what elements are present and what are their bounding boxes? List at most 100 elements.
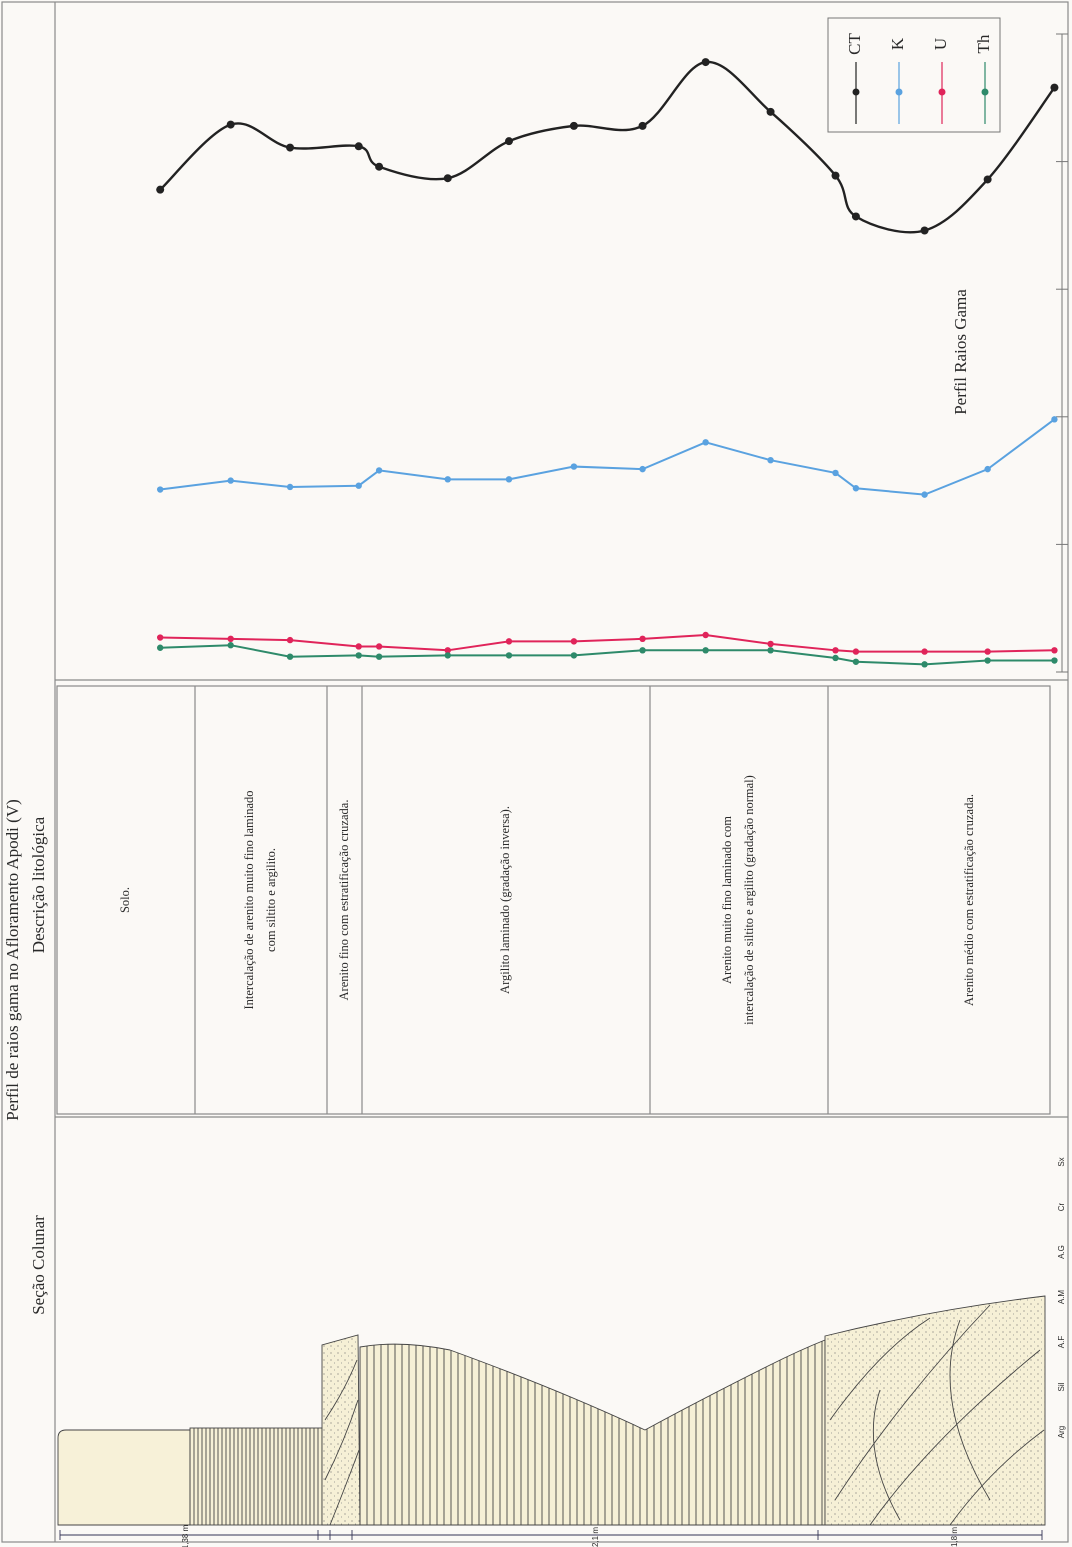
data-point <box>156 185 165 194</box>
data-point <box>355 482 362 489</box>
data-point <box>354 142 363 151</box>
data-point <box>984 648 991 655</box>
data-point <box>375 643 383 650</box>
legend-box <box>827 17 1001 133</box>
data-point <box>767 456 774 464</box>
grain-size-label: Arg <box>1057 1426 1066 1438</box>
data-point <box>569 121 578 130</box>
data-point <box>286 483 294 491</box>
lithology-header: Descrição litológica <box>29 816 48 953</box>
thickness-label: 2,1 m <box>591 1527 600 1547</box>
medium-sandstone <box>824 1295 1046 1526</box>
grain-size-label: Sx <box>1057 1157 1066 1166</box>
data-point <box>444 652 451 659</box>
scale-ticks <box>59 1530 1043 1540</box>
data-point <box>832 654 839 662</box>
grain-size-label: A.M <box>1057 1290 1066 1305</box>
data-point <box>444 647 451 654</box>
data-point <box>443 174 452 183</box>
data-point <box>921 491 928 498</box>
series-line <box>160 644 1055 666</box>
unit-description: Solo. <box>118 887 132 913</box>
data-point <box>984 657 991 664</box>
data-point <box>156 486 164 493</box>
data-point <box>1051 416 1058 423</box>
unit-description: Intercalação de arenito muito fino lamin… <box>242 790 256 1009</box>
data-point <box>766 107 775 116</box>
unit-description: Argilito laminado (gradação inversa). <box>498 806 512 994</box>
legend-label: K <box>888 37 907 50</box>
legend-marker <box>895 88 903 96</box>
grain-size-label: A.G <box>1057 1245 1066 1259</box>
data-point <box>851 212 860 221</box>
data-point <box>286 143 295 152</box>
data-point <box>983 175 992 184</box>
data-point <box>156 644 164 651</box>
claystone <box>359 1339 826 1526</box>
figure-title: Perfil de raios gama no Afloramento Apod… <box>3 799 22 1121</box>
data-point <box>355 643 362 650</box>
data-point <box>1050 83 1059 92</box>
data-point <box>639 647 646 654</box>
data-point <box>638 121 647 130</box>
data-point <box>767 640 774 648</box>
data-point <box>921 648 928 655</box>
data-point <box>832 647 839 654</box>
legend-label: Th <box>974 34 993 53</box>
unit-description: Arenito fino com estratificação cruzada. <box>337 800 351 1001</box>
series-line <box>159 60 1056 234</box>
data-point <box>702 631 709 639</box>
data-point <box>702 439 709 446</box>
data-point <box>286 653 294 660</box>
data-point <box>852 658 860 665</box>
data-point <box>639 635 646 643</box>
legend-marker <box>938 88 946 96</box>
data-point <box>505 476 513 483</box>
laminated-layer <box>189 1427 323 1526</box>
data-point <box>505 638 513 645</box>
data-point <box>375 467 383 474</box>
grain-size-label: Sil <box>1057 1382 1066 1391</box>
data-point <box>570 638 578 645</box>
data-point <box>156 634 164 641</box>
data-point <box>702 647 709 654</box>
grain-size-label: A.F <box>1057 1336 1066 1349</box>
data-point <box>852 485 860 492</box>
data-point <box>639 465 646 473</box>
data-point <box>226 120 235 129</box>
legend-label: U <box>931 38 950 50</box>
cross-strata <box>829 1304 1045 1526</box>
section-header: Seção Colunar <box>29 1215 48 1315</box>
legend-label: CT <box>845 33 864 55</box>
data-point <box>227 642 234 649</box>
legend-marker <box>852 88 860 96</box>
data-point <box>921 661 928 668</box>
data-point <box>831 171 840 180</box>
data-point <box>1051 647 1058 654</box>
thickness-label: 1,38 m <box>181 1524 190 1547</box>
grain-size-label: Cr <box>1057 1202 1066 1211</box>
columnar-section <box>57 1295 1046 1540</box>
series-line <box>160 633 1055 653</box>
data-point <box>984 465 991 473</box>
data-point <box>767 647 774 654</box>
data-point <box>852 648 860 655</box>
unit-description: Arenito muito fino laminado com <box>720 816 734 984</box>
data-point <box>355 652 362 659</box>
fine-sandstone <box>321 1334 361 1526</box>
data-point <box>1051 657 1058 664</box>
data-point <box>444 476 451 483</box>
data-point <box>701 58 710 67</box>
data-point <box>505 652 513 659</box>
unit-description: intercalação de siltito e argilito (grad… <box>742 775 756 1025</box>
data-point <box>832 469 839 477</box>
series-line <box>160 418 1056 496</box>
soil <box>57 1429 191 1526</box>
data-point <box>920 226 929 235</box>
cross-strata <box>324 1359 360 1526</box>
unit-description: com siltito e argilito. <box>264 848 278 952</box>
legend-marker <box>981 88 989 96</box>
